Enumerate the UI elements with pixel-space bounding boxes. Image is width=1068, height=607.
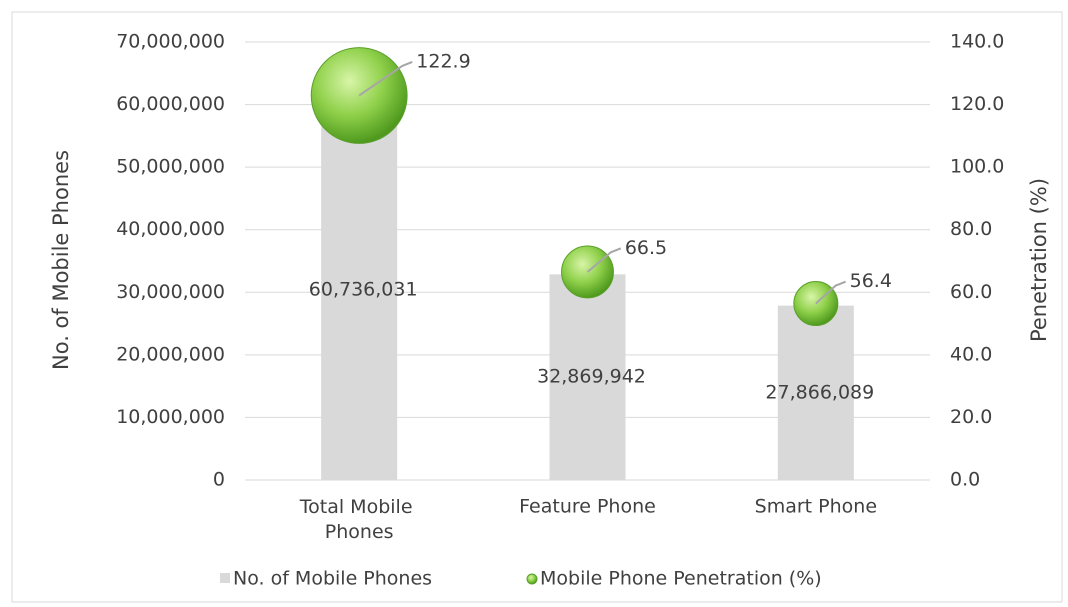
y2-tick-label: 60.0 bbox=[950, 281, 992, 303]
bar bbox=[777, 305, 854, 480]
legend-marker bbox=[526, 573, 538, 585]
bubble-value-label: 56.4 bbox=[850, 270, 892, 292]
y2-tick-label: 20.0 bbox=[950, 406, 992, 428]
y-tick-label: 50,000,000 bbox=[116, 156, 225, 178]
x-tick-line: Phones bbox=[325, 521, 394, 543]
y2-axis-label: Penetration (%) bbox=[1027, 178, 1051, 342]
leader-line bbox=[586, 247, 622, 273]
y-tick-label: 30,000,000 bbox=[116, 281, 225, 303]
y-tick-label: 60,000,000 bbox=[116, 93, 225, 115]
y-tick-label: 0 bbox=[213, 469, 225, 491]
legend-label: No. of Mobile Phones bbox=[233, 568, 432, 590]
chart-frame bbox=[11, 11, 1063, 603]
y-tick-label: 20,000,000 bbox=[116, 343, 225, 365]
bubble-value-label: 122.9 bbox=[416, 50, 470, 72]
y2-tick-label: 100.0 bbox=[950, 156, 1004, 178]
x-tick-label: Total Mobile Phones bbox=[299, 496, 419, 543]
y2-tick-label: 120.0 bbox=[950, 93, 1004, 115]
x-tick-label: Smart Phone bbox=[755, 496, 877, 518]
y2-tick-label: 140.0 bbox=[950, 31, 1004, 53]
bubble-value-label: 66.5 bbox=[625, 237, 667, 259]
bar-value-label: 60,736,031 bbox=[309, 278, 418, 300]
bar-value-label: 32,869,942 bbox=[537, 366, 646, 388]
legend-label: Mobile Phone Penetration (%) bbox=[540, 568, 822, 590]
y-axis-label: No. of Mobile Phones bbox=[49, 150, 73, 370]
bar-value-label: 27,866,089 bbox=[765, 381, 874, 403]
legend-marker bbox=[220, 573, 230, 583]
bar bbox=[321, 99, 398, 481]
y2-tick-label: 0.0 bbox=[950, 469, 980, 491]
bar bbox=[549, 274, 626, 480]
leader-line bbox=[358, 61, 413, 97]
x-tick-line: Total Mobile bbox=[299, 496, 419, 518]
leader-line bbox=[815, 280, 847, 305]
y2-tick-label: 40.0 bbox=[950, 343, 992, 365]
y2-tick-label: 80.0 bbox=[950, 218, 992, 240]
y-tick-label: 10,000,000 bbox=[116, 406, 225, 428]
x-tick-label: Feature Phone bbox=[519, 496, 656, 518]
y-tick-label: 40,000,000 bbox=[116, 218, 225, 240]
y-tick-label: 70,000,000 bbox=[116, 31, 225, 53]
